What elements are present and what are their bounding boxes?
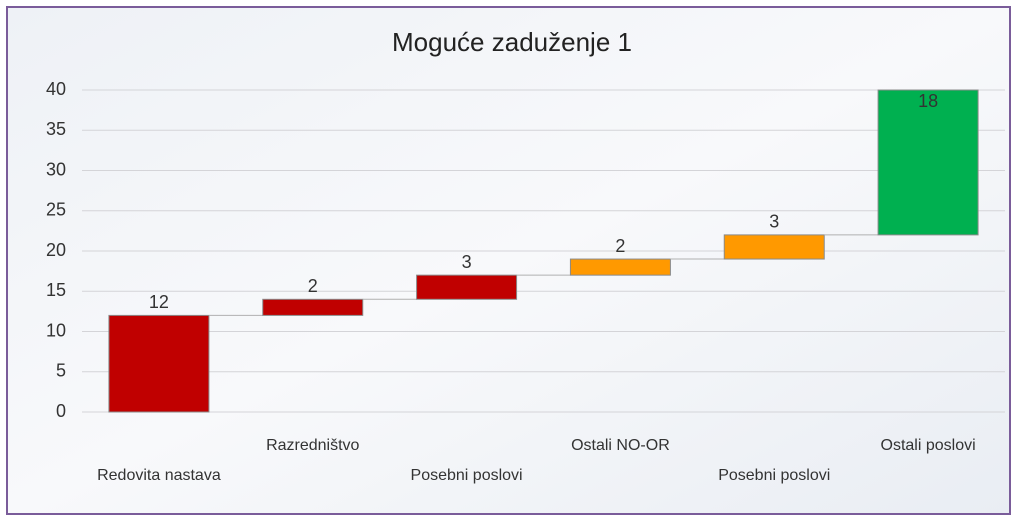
bar <box>877 89 979 236</box>
x-tick-label: Ostali poslovi <box>881 437 976 454</box>
bar <box>108 314 210 413</box>
data-label: 12 <box>149 292 169 312</box>
y-tick-label: 15 <box>46 280 66 300</box>
data-label: 3 <box>462 252 472 272</box>
data-label: 3 <box>769 212 779 232</box>
x-tick-label: Posebni poslovi <box>718 467 830 484</box>
bar <box>416 274 518 300</box>
y-tick-label: 25 <box>46 200 66 220</box>
y-tick-label: 40 <box>46 79 66 99</box>
chart-frame <box>6 6 1011 515</box>
x-tick-label: Razredništvo <box>266 437 359 454</box>
x-tick-label: Redovita nastava <box>97 467 221 484</box>
x-tick-label: Posebni poslovi <box>411 467 523 484</box>
data-label: 2 <box>615 236 625 256</box>
chart-title: Moguće zaduženje 1 <box>392 27 632 57</box>
y-tick-label: 5 <box>56 361 66 381</box>
data-label: 2 <box>308 276 318 296</box>
bar <box>262 298 364 316</box>
y-tick-label: 20 <box>46 240 66 260</box>
y-tick-label: 0 <box>56 401 66 421</box>
y-tick-label: 35 <box>46 119 66 139</box>
y-tick-label: 30 <box>46 159 66 179</box>
bar <box>569 258 671 276</box>
y-tick-label: 10 <box>46 320 66 340</box>
data-label: 18 <box>918 91 938 111</box>
x-tick-label: Ostali NO-OR <box>571 437 670 454</box>
bar <box>723 234 825 260</box>
